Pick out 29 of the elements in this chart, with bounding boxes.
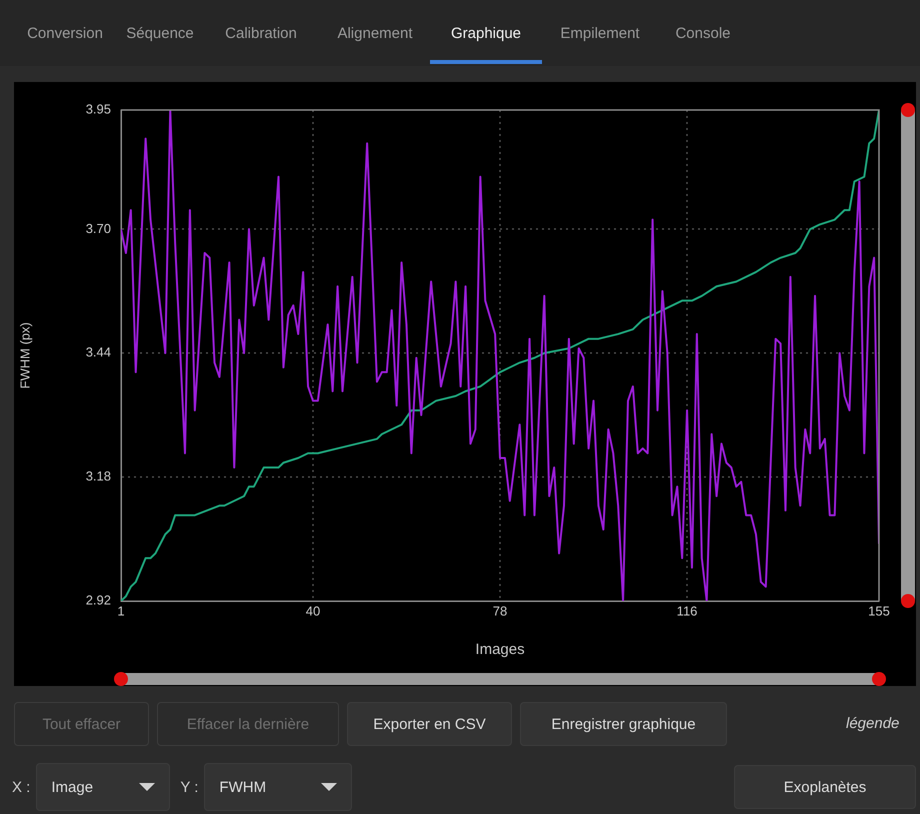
x-tick-label: 78	[492, 603, 508, 618]
text: Exoplanètes	[734, 765, 916, 809]
text: Effacer la dernière	[157, 702, 339, 746]
text: Graphique	[450, 24, 522, 44]
text: FWHM	[219, 778, 266, 796]
text: Tout effacer	[14, 702, 149, 746]
y-tick-label: 3.18	[86, 468, 111, 484]
x-tick-label: 40	[306, 603, 320, 618]
text: Exporter en CSV	[347, 702, 512, 746]
text: légende	[846, 715, 900, 732]
x-tick-label: 116	[676, 603, 698, 618]
text: Image	[51, 778, 94, 796]
text: Conversion	[26, 24, 104, 44]
text: X :	[12, 778, 30, 796]
y-tick-label: 3.95	[86, 102, 111, 117]
x-axis-title: Images	[475, 641, 525, 658]
text: Alignement	[336, 24, 414, 44]
text: Empilement	[559, 24, 641, 44]
text: Séquence	[125, 24, 195, 44]
y-tick-label: 3.70	[86, 220, 111, 236]
y-axis-title: FWHM (px)	[17, 322, 32, 389]
text: Calibration	[224, 24, 298, 44]
x-tick-label: 155	[868, 603, 890, 618]
text: Y :	[180, 778, 198, 796]
text: Enregistrer graphique	[520, 702, 727, 746]
text: Console	[674, 24, 732, 44]
x-tick-label: 1	[117, 603, 125, 618]
y-tick-label: 2.92	[86, 592, 111, 608]
y-tick-label: 3.44	[86, 344, 111, 360]
